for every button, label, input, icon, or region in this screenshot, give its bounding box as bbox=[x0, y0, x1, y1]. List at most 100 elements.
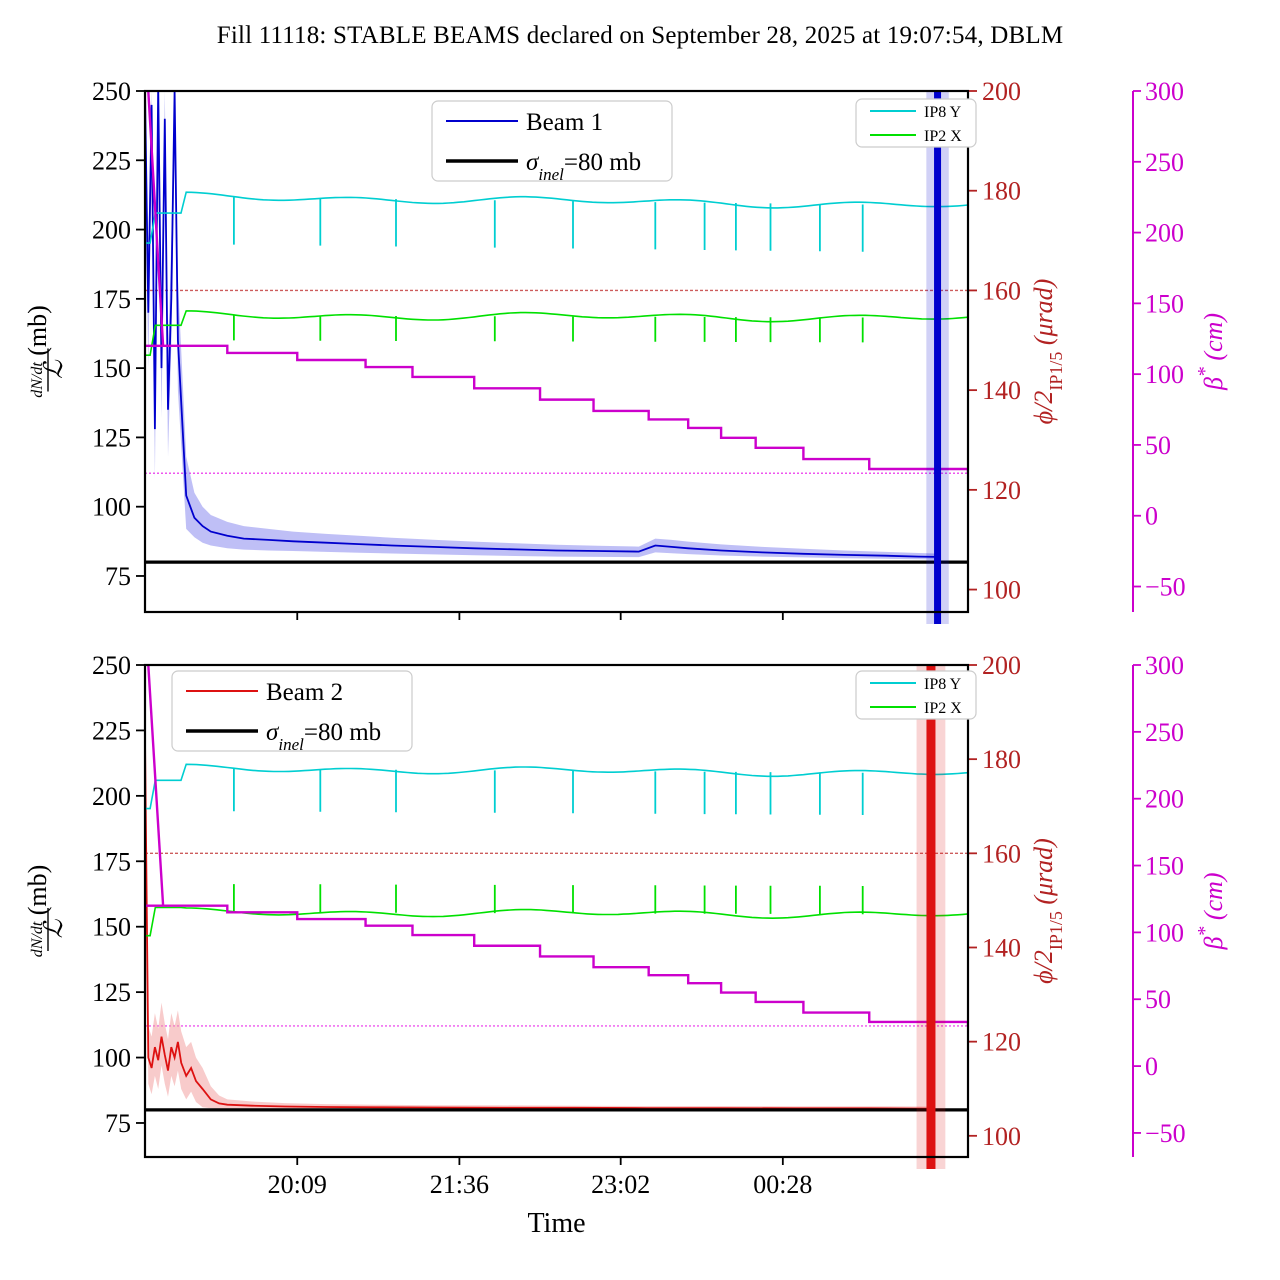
legend-sigma-val: =80 mb bbox=[304, 719, 381, 746]
ylabel-left: dN/dt (mb)ℒ bbox=[23, 865, 68, 958]
panel-data-bottom bbox=[145, 665, 968, 1112]
ylabel-right2: β* (cm) bbox=[1194, 872, 1228, 950]
ytick-label-right1: 100 bbox=[982, 1122, 1021, 1151]
ylabel-right1-phi: ϕ/2 bbox=[1029, 950, 1058, 984]
beam-dump-marker bbox=[926, 665, 936, 1169]
legend-label-0: Beam 2 bbox=[266, 679, 343, 706]
series-ip2-x bbox=[145, 906, 968, 937]
ytick-label-right2: −50 bbox=[1145, 573, 1186, 602]
ylabel-right2-unit: (cm) bbox=[1199, 872, 1228, 926]
ytick-label-right1: 100 bbox=[982, 576, 1021, 605]
ytick-label-left: 100 bbox=[92, 493, 131, 522]
series-betastar bbox=[145, 665, 968, 1026]
ytick-label-left: 75 bbox=[105, 1109, 131, 1138]
legend-crossing-angles-bottom[interactable]: IP8 Y IP2 X bbox=[855, 670, 977, 720]
ylabel-right1-phi: ϕ/2 bbox=[1029, 391, 1058, 425]
xtick-label: 23:02 bbox=[591, 1170, 650, 1199]
ytick-label-left: 175 bbox=[92, 847, 131, 876]
legend-label-1: IP2 X bbox=[924, 128, 962, 145]
series-ip2-x bbox=[145, 310, 968, 356]
ylabel-right1-text: ϕ/2IP1/5 (μrad) bbox=[1029, 838, 1066, 984]
legend-label-1: σinel=80 mb bbox=[266, 719, 381, 754]
ylabel-frac-den: ℒ bbox=[39, 359, 68, 379]
ylabel-frac-den: ℒ bbox=[39, 918, 68, 938]
ylabel-right2-text: β* (cm) bbox=[1194, 313, 1228, 391]
ytick-label-right1: 160 bbox=[982, 839, 1021, 868]
ylabel-left-text: dN/dt (mb) bbox=[23, 865, 52, 958]
ylabel-frac-unit: (mb) bbox=[23, 865, 52, 922]
series-spikes-ip8-y bbox=[233, 768, 864, 815]
ylabel-left: dN/dt (mb)ℒ bbox=[23, 305, 68, 398]
ytick-label-right2: −50 bbox=[1145, 1119, 1186, 1148]
ylabel-right2-star: * bbox=[1194, 927, 1216, 937]
series-beam-2 bbox=[145, 738, 927, 1110]
legend-sigma: σ bbox=[266, 719, 280, 746]
legend-crossing-angles-top[interactable]: IP8 Y IP2 X bbox=[855, 98, 977, 148]
legend-sigma: σ bbox=[526, 149, 540, 176]
ytick-label-right2: 150 bbox=[1145, 289, 1184, 318]
ylabel-right2-unit: (cm) bbox=[1199, 313, 1228, 367]
ytick-label-right1: 140 bbox=[982, 933, 1021, 962]
plot-spine bbox=[143, 663, 970, 1159]
ytick-label-right2: 100 bbox=[1145, 360, 1184, 389]
ytick-label-left: 100 bbox=[92, 1044, 131, 1073]
ylabel-right1-text: ϕ/2IP1/5 (μrad) bbox=[1029, 279, 1066, 425]
ytick-label-left: 150 bbox=[92, 913, 131, 942]
ytick-label-right1: 140 bbox=[982, 376, 1021, 405]
legend-label-0: IP8 Y bbox=[924, 676, 962, 693]
ytick-label-right2: 50 bbox=[1145, 431, 1171, 460]
ylabel-right2-beta: β bbox=[1199, 377, 1228, 391]
beam-dump-marker bbox=[934, 91, 942, 624]
ytick-label-left: 225 bbox=[92, 716, 131, 745]
ytick-label-right2: 300 bbox=[1145, 651, 1184, 680]
legend-label-0: IP8 Y bbox=[924, 104, 962, 121]
legend-label-1: σinel=80 mb bbox=[526, 149, 641, 184]
ytick-label-right1: 180 bbox=[982, 745, 1021, 774]
ytick-label-right2: 250 bbox=[1145, 148, 1184, 177]
ylabel-right2: β* (cm) bbox=[1194, 313, 1228, 391]
xaxis-label: Time bbox=[527, 1208, 585, 1239]
legend-sigma-sub: inel bbox=[538, 165, 564, 184]
ytick-label-left: 200 bbox=[92, 216, 131, 245]
ytick-label-right2: 0 bbox=[1145, 502, 1158, 531]
legend-beam2[interactable]: Beam 2 σinel=80 mb bbox=[171, 670, 413, 754]
ytick-label-right2: 200 bbox=[1145, 219, 1184, 248]
series-spikes-ip8-y bbox=[233, 197, 864, 252]
ylabel-right1-unit: (μrad) bbox=[1029, 279, 1058, 352]
ytick-label-right2: 200 bbox=[1145, 785, 1184, 814]
series-beam-1 bbox=[145, 91, 936, 558]
ylabel-frac-unit: (mb) bbox=[23, 305, 52, 362]
ytick-label-left: 225 bbox=[92, 146, 131, 175]
ytick-label-right2: 50 bbox=[1145, 985, 1171, 1014]
ytick-label-left: 150 bbox=[92, 354, 131, 383]
ytick-label-left: 125 bbox=[92, 423, 131, 452]
panel-data-top bbox=[145, 91, 968, 564]
figure-title: Fill 11118: STABLE BEAMS declared on Sep… bbox=[216, 22, 1064, 49]
series-ip8-y bbox=[145, 191, 968, 244]
ytick-label-right2: 100 bbox=[1145, 918, 1184, 947]
series-spikes-ip2-x bbox=[233, 884, 864, 915]
legend-sigma-sub: inel bbox=[278, 735, 304, 754]
ylabel-right1: ϕ/2IP1/5 (μrad) bbox=[1029, 838, 1066, 984]
ytick-label-right1: 200 bbox=[982, 77, 1021, 106]
ylabel-right2-text: β* (cm) bbox=[1194, 872, 1228, 950]
ytick-label-right1: 200 bbox=[982, 651, 1021, 680]
ytick-label-right2: 300 bbox=[1145, 77, 1184, 106]
ytick-label-left: 250 bbox=[92, 77, 131, 106]
ytick-label-right2: 0 bbox=[1145, 1052, 1158, 1081]
ytick-label-left: 200 bbox=[92, 782, 131, 811]
ytick-label-left: 250 bbox=[92, 651, 131, 680]
xtick-label: 20:09 bbox=[268, 1170, 327, 1199]
ytick-label-right1: 120 bbox=[982, 476, 1021, 505]
ytick-label-right2: 150 bbox=[1145, 852, 1184, 881]
ylabel-right1: ϕ/2IP1/5 (μrad) bbox=[1029, 279, 1066, 425]
ylabel-right2-star: * bbox=[1194, 367, 1216, 377]
ytick-label-right1: 160 bbox=[982, 276, 1021, 305]
xtick-label: 21:36 bbox=[430, 1170, 489, 1199]
ylabel-frac-num: dN/dt bbox=[29, 362, 46, 398]
legend-beam1[interactable]: Beam 1 σinel=80 mb bbox=[431, 100, 673, 184]
series-ip8-y bbox=[145, 763, 968, 810]
series-betastar bbox=[145, 91, 968, 474]
